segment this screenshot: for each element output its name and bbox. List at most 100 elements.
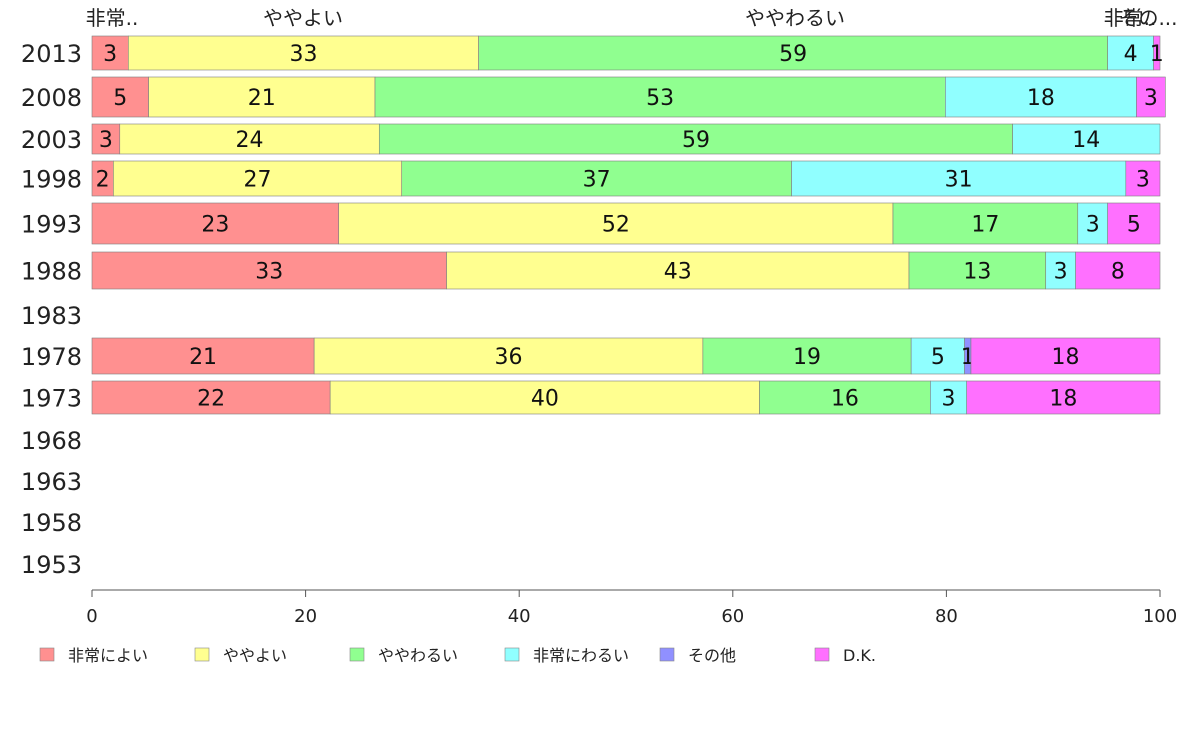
- bar-segment: [329, 380, 760, 415]
- segment-label: 33: [289, 42, 317, 67]
- year-label: 1993: [21, 211, 82, 239]
- x-tick-label: 80: [935, 606, 958, 627]
- top-series-label: ややよい: [263, 6, 343, 30]
- segment-label: 22: [197, 387, 225, 412]
- top-series-label: ややわるい: [745, 6, 845, 30]
- top-series-label: その...: [1118, 6, 1177, 30]
- x-tick-label: 40: [508, 606, 531, 627]
- segment-label: 21: [189, 345, 217, 370]
- top-series-label: 非常..: [86, 6, 139, 30]
- segment-label: 3: [942, 387, 956, 412]
- segment-label: 3: [1136, 168, 1150, 193]
- legend-swatch: [504, 647, 520, 662]
- bar-segment: [970, 337, 1161, 375]
- segment-label: 8: [1111, 260, 1125, 285]
- segment-label: 2: [96, 168, 110, 193]
- bar-segment: [91, 35, 129, 71]
- year-label: 2003: [21, 126, 82, 154]
- bar-segment: [1045, 251, 1076, 290]
- segment-label: 1: [1150, 42, 1164, 67]
- segment-label: 5: [113, 86, 127, 111]
- year-labels: 2013 2008 2003 1998 1993 1988 1983 1978 1973 1968…: [21, 40, 82, 579]
- segment-label: 14: [1072, 128, 1100, 153]
- segment-label: 18: [1049, 387, 1077, 412]
- legend-label: 非常にわるい: [533, 646, 629, 665]
- segment-label: 18: [1027, 86, 1055, 111]
- year-label: 1968: [21, 427, 82, 455]
- segment-label: 3: [1086, 213, 1100, 238]
- bar-segment: [91, 337, 315, 375]
- legend-label: 非常によい: [68, 646, 148, 665]
- legend-swatch: [349, 647, 365, 662]
- segment-label: 40: [531, 387, 559, 412]
- bars-group: 3 33 59 4 15 21 53 18 33 24 59 142 27 37 31 323 52 17 3 533…: [91, 35, 1166, 415]
- legend-swatch: [39, 647, 55, 662]
- year-label: 1958: [21, 509, 82, 537]
- segment-label: 59: [682, 128, 710, 153]
- segment-label: 52: [602, 213, 630, 238]
- bar-segment: [446, 251, 910, 290]
- bar-segment: [892, 202, 1079, 245]
- bar-segment: [1153, 35, 1161, 71]
- bar-segment: [908, 251, 1047, 290]
- bar-segment: [910, 337, 965, 375]
- legend-label: その他: [688, 646, 736, 665]
- bar-segment: [966, 380, 1161, 415]
- top-series-labels: 非常.. ややよい ややわるい 非常..その...: [86, 6, 1178, 30]
- bar-segment: [1075, 251, 1161, 290]
- legend-label: ややわるい: [378, 646, 458, 665]
- bar-segment: [378, 123, 1013, 155]
- segment-label: 43: [664, 260, 692, 285]
- bar-segment: [1125, 160, 1161, 197]
- segment-label: 19: [793, 345, 821, 370]
- bar-segment: [759, 380, 931, 415]
- bar-segment: [791, 160, 1127, 197]
- segment-label: 53: [646, 86, 674, 111]
- segment-label: 3: [1144, 86, 1158, 111]
- legend-swatch: [194, 647, 210, 662]
- bar-segment: [119, 123, 380, 155]
- bar-segment: [91, 251, 447, 290]
- bar-segment: [1107, 35, 1154, 71]
- x-axis: 0 20 40 60 80 100: [86, 589, 1177, 627]
- bar-segment: [374, 76, 946, 118]
- bar-segment: [1012, 123, 1161, 155]
- bar-segment: [1107, 202, 1161, 245]
- legend-swatch: [814, 647, 830, 662]
- segment-label: 59: [779, 42, 807, 67]
- legend-label: ややよい: [223, 646, 287, 665]
- bar-segment: [91, 202, 340, 245]
- segment-label: 5: [931, 345, 945, 370]
- bar-segment: [91, 380, 331, 415]
- bar-segment: [113, 160, 403, 197]
- segment-label: 27: [244, 168, 272, 193]
- legend-label: D.K.: [843, 646, 876, 665]
- segment-label: 13: [963, 260, 991, 285]
- top-series-label: 非常..: [1104, 6, 1157, 30]
- segment-label: 3: [99, 128, 113, 153]
- year-label: 1983: [21, 302, 82, 330]
- segment-label: 3: [103, 42, 117, 67]
- segment-label: 21: [248, 86, 276, 111]
- bar-segment: [478, 35, 1108, 71]
- year-label: 2013: [21, 40, 82, 68]
- bar-segment: [128, 35, 479, 71]
- segment-label: 31: [945, 168, 973, 193]
- bar-segment: [313, 337, 704, 375]
- bar-segment: [1136, 76, 1166, 118]
- bar-segment: [91, 76, 149, 118]
- segment-label: 36: [495, 345, 523, 370]
- legend: 非常によい ややよい ややわるい 非常にわるい その他 D.K.: [39, 646, 876, 665]
- segment-label: 37: [583, 168, 611, 193]
- segment-label: 17: [971, 213, 999, 238]
- x-tick-label: 20: [294, 606, 317, 627]
- bar-segment: [401, 160, 792, 197]
- year-label: 1998: [21, 166, 82, 194]
- x-tick-label: 100: [1143, 606, 1177, 627]
- segment-label: 3: [1054, 260, 1068, 285]
- segment-label: 33: [255, 260, 283, 285]
- x-tick-label: 60: [721, 606, 744, 627]
- segment-label: 24: [236, 128, 264, 153]
- year-label: 1973: [21, 385, 82, 413]
